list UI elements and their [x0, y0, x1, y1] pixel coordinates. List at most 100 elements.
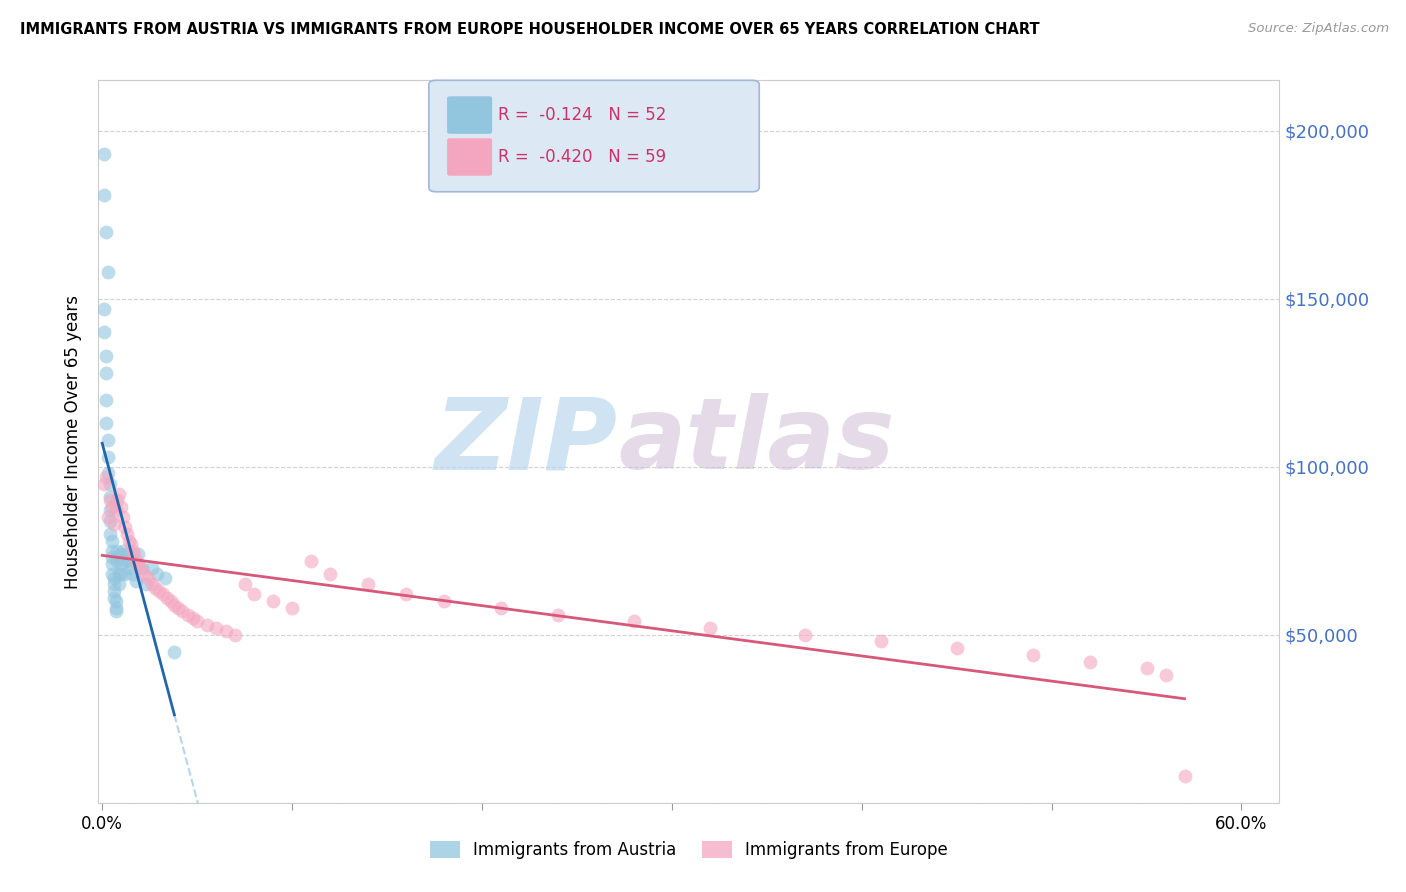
Point: [104, 600, 127, 615]
Point: [176, 607, 198, 622]
Point: [103, 571, 125, 585]
Point: [214, 624, 236, 639]
Point: [136, 571, 159, 585]
Point: [135, 577, 157, 591]
Point: [945, 641, 967, 656]
Point: [1154, 668, 1177, 682]
Point: [107, 554, 129, 568]
Point: [103, 516, 125, 531]
Point: [120, 560, 142, 574]
Point: [699, 621, 721, 635]
Point: [489, 600, 512, 615]
Point: [121, 543, 143, 558]
Point: [93, 476, 115, 491]
Point: [115, 527, 138, 541]
Point: [163, 644, 186, 658]
Point: [94, 470, 117, 484]
Point: [145, 581, 167, 595]
Point: [186, 615, 208, 629]
Point: [97, 433, 120, 447]
Point: [131, 560, 153, 574]
Point: [107, 543, 129, 558]
Point: [243, 587, 266, 601]
Text: R =  -0.124   N = 52: R = -0.124 N = 52: [498, 106, 666, 124]
Point: [623, 615, 645, 629]
Point: [153, 571, 176, 585]
Text: IMMIGRANTS FROM AUSTRIA VS IMMIGRANTS FROM EUROPE HOUSEHOLDER INCOME OVER 65 YEA: IMMIGRANTS FROM AUSTRIA VS IMMIGRANTS FR…: [20, 22, 1039, 37]
Point: [93, 301, 115, 316]
Point: [127, 547, 149, 561]
Point: [100, 533, 122, 548]
Point: [395, 587, 418, 601]
Point: [124, 547, 146, 561]
Point: [100, 550, 122, 565]
Point: [125, 554, 148, 568]
Point: [104, 594, 127, 608]
Point: [141, 560, 163, 574]
Point: [159, 594, 181, 608]
Point: [114, 554, 136, 568]
Point: [108, 486, 131, 500]
Text: ZIP: ZIP: [434, 393, 619, 490]
Text: Source: ZipAtlas.com: Source: ZipAtlas.com: [1249, 22, 1389, 36]
Point: [357, 577, 380, 591]
Point: [103, 584, 125, 599]
Point: [120, 537, 142, 551]
Point: [281, 600, 304, 615]
Point: [98, 514, 121, 528]
Point: [183, 611, 205, 625]
Point: [148, 584, 170, 599]
Point: [108, 567, 131, 582]
Point: [100, 500, 122, 514]
Point: [94, 366, 117, 380]
Point: [262, 594, 284, 608]
Point: [94, 392, 117, 407]
Point: [433, 594, 456, 608]
Point: [94, 225, 117, 239]
Text: atlas: atlas: [619, 393, 894, 490]
Point: [97, 467, 120, 481]
Point: [121, 567, 143, 582]
Point: [205, 621, 228, 635]
Point: [94, 416, 117, 430]
Point: [152, 587, 174, 601]
Point: [112, 543, 135, 558]
Legend: Immigrants from Austria, Immigrants from Europe: Immigrants from Austria, Immigrants from…: [430, 841, 948, 860]
Text: R =  -0.420   N = 59: R = -0.420 N = 59: [498, 148, 666, 166]
Point: [793, 628, 815, 642]
Point: [114, 567, 136, 582]
Point: [1135, 661, 1157, 675]
Point: [869, 634, 891, 648]
Point: [224, 628, 246, 642]
Point: [104, 604, 127, 618]
Point: [93, 187, 115, 202]
Point: [114, 520, 136, 534]
Point: [98, 493, 121, 508]
Point: [98, 476, 121, 491]
Point: [115, 547, 138, 561]
Point: [146, 567, 169, 582]
Point: [118, 533, 141, 548]
Point: [299, 554, 322, 568]
Point: [163, 598, 186, 612]
Point: [104, 503, 127, 517]
Point: [110, 500, 132, 514]
Point: [100, 558, 122, 572]
Point: [319, 567, 342, 582]
Point: [170, 604, 193, 618]
Point: [103, 591, 125, 605]
Point: [167, 600, 190, 615]
Point: [98, 503, 121, 517]
Point: [156, 591, 179, 605]
Point: [125, 574, 148, 588]
Point: [100, 543, 122, 558]
Point: [110, 547, 132, 561]
Point: [195, 617, 218, 632]
Y-axis label: Householder Income Over 65 years: Householder Income Over 65 years: [65, 294, 83, 589]
Point: [98, 490, 121, 504]
Point: [112, 510, 135, 524]
Point: [97, 450, 120, 464]
Point: [94, 349, 117, 363]
Point: [97, 510, 120, 524]
Point: [93, 326, 115, 340]
